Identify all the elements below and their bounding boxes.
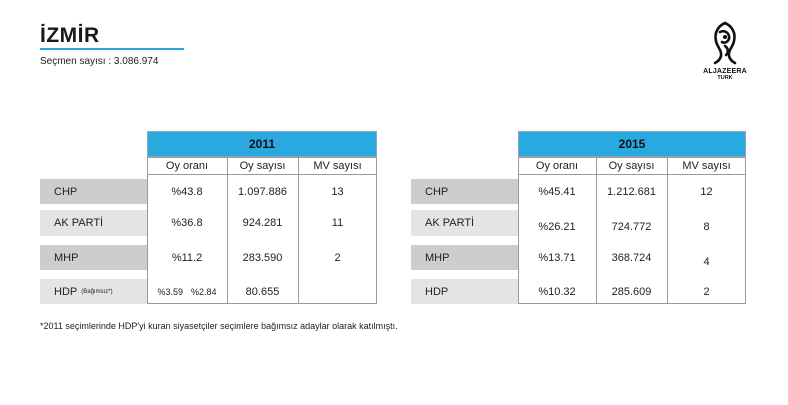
rate-value: %36.8 [171, 217, 203, 229]
col-header-rate: Oy oranı [165, 159, 209, 172]
logo-subtitle: TURK [717, 75, 733, 81]
votes-value: 1.212.681 [607, 185, 656, 198]
party-label: HDP [411, 279, 518, 304]
col-header-votes: Oy sayısı [239, 159, 286, 172]
rate-split-value: %3.59 %2.84 [147, 279, 227, 304]
mv-value: 2 [334, 251, 341, 264]
voter-count: Seçmen sayısı : 3.086.974 [40, 56, 159, 67]
mv-value: 4 [703, 255, 710, 268]
party-label: MHP [40, 245, 147, 270]
votes-value: 924.281 [242, 217, 283, 229]
rate-split-first: %3.59 [157, 286, 183, 297]
mv-value: 12 [700, 185, 713, 198]
page-title: İZMİR [40, 24, 100, 47]
rate-value: %45.41 [538, 185, 576, 198]
aljazeera-emblem-icon [713, 21, 737, 65]
col-header-mv: MV sayısı [682, 159, 731, 172]
independent-note: (Bağımsız*) [81, 288, 113, 295]
rate-value: %26.21 [538, 221, 576, 233]
col-header-rate: Oy oranı [535, 159, 579, 172]
votes-value: 1.097.886 [238, 185, 287, 198]
rate-value: %43.8 [171, 185, 203, 198]
table-2015-grid [518, 157, 746, 304]
rate-split-second: %2.84 [191, 286, 217, 297]
mv-value: 2 [703, 285, 710, 298]
party-label: AK PARTİ [40, 210, 147, 236]
footnote: *2011 seçimlerinde HDP'yi kuran siyasetç… [40, 321, 398, 331]
party-label: CHP [40, 179, 147, 204]
aljazeera-turk-logo: ALJAZEERA TURK [693, 20, 757, 90]
party-label: MHP [411, 245, 518, 270]
logo-name: ALJAZEERA [703, 68, 747, 75]
year-header-2011: 2011 [147, 131, 377, 157]
rate-value: %11.2 [171, 251, 203, 264]
mv-value [298, 279, 377, 304]
votes-value: 285.609 [611, 285, 652, 298]
party-label: AK PARTİ [411, 210, 518, 236]
votes-value: 283.590 [242, 251, 283, 264]
votes-value: 368.724 [611, 251, 652, 264]
party-label: HDP (Bağımsız*) [40, 279, 147, 304]
year-header-2015: 2015 [518, 131, 746, 157]
mv-value: 8 [703, 221, 710, 233]
votes-value: 80.655 [245, 285, 280, 298]
col-header-mv: MV sayısı [313, 159, 362, 172]
title-underline [40, 48, 184, 50]
mv-value: 11 [331, 217, 344, 229]
rate-value: %13.71 [538, 251, 576, 264]
col-header-votes: Oy sayısı [608, 159, 655, 172]
votes-value: 724.772 [611, 221, 652, 233]
rate-value: %10.32 [538, 285, 576, 298]
mv-value: 13 [331, 185, 344, 198]
party-label: CHP [411, 179, 518, 204]
table-2011-grid [147, 157, 377, 304]
